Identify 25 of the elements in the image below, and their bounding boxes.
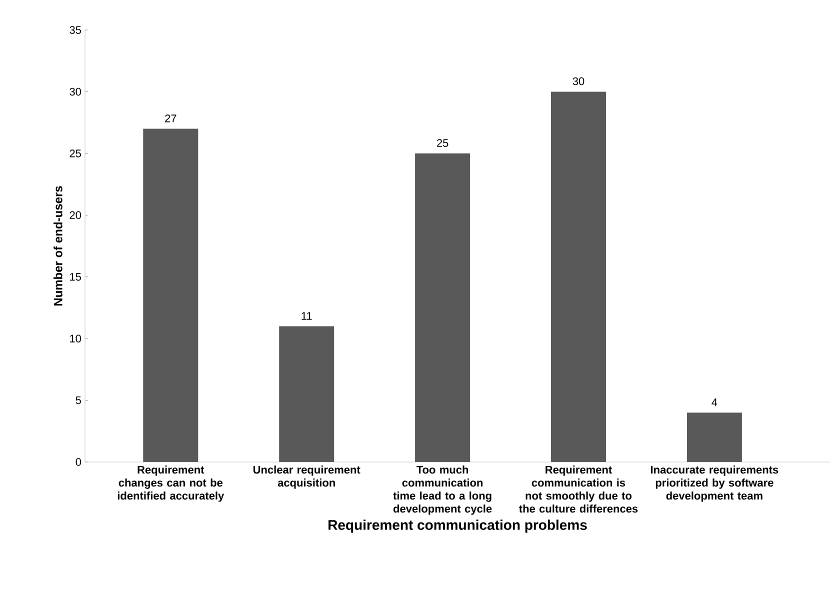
x-tick-label: Too much communication time lead to a long development cycle xyxy=(393,466,492,515)
data-label: 30 xyxy=(572,77,584,86)
x-tick-label: Inaccurate requirements prioritized by software development team xyxy=(650,466,778,502)
data-label: 4 xyxy=(712,398,718,406)
y-tick-label: 35 xyxy=(70,26,81,34)
bar xyxy=(415,153,470,462)
x-tick-label: Requirement changes can not be identified accurately xyxy=(118,466,224,502)
y-tick-label: 25 xyxy=(70,150,81,158)
y-tick-label: 10 xyxy=(70,334,82,342)
x-tick-label: Unclear requirement acquisition xyxy=(253,466,360,489)
x-axis-title: Requirement communication problems xyxy=(328,520,587,533)
bar xyxy=(143,128,198,462)
y-tick-label: 0 xyxy=(76,458,82,466)
y-tick-label: 20 xyxy=(70,211,82,220)
bar xyxy=(551,92,606,462)
y-tick-label: 30 xyxy=(70,88,82,96)
bar xyxy=(279,326,334,462)
data-label: 25 xyxy=(436,139,448,147)
y-tick-label: 5 xyxy=(76,396,81,404)
x-tick-label: Requirement communication is not smoothly due to the culture differences xyxy=(519,466,638,513)
y-axis-title: Number of end-users xyxy=(54,186,62,306)
data-label: 27 xyxy=(165,114,176,122)
data-label: 11 xyxy=(302,312,312,320)
y-tick-label: 15 xyxy=(70,273,81,281)
bar xyxy=(686,412,742,462)
